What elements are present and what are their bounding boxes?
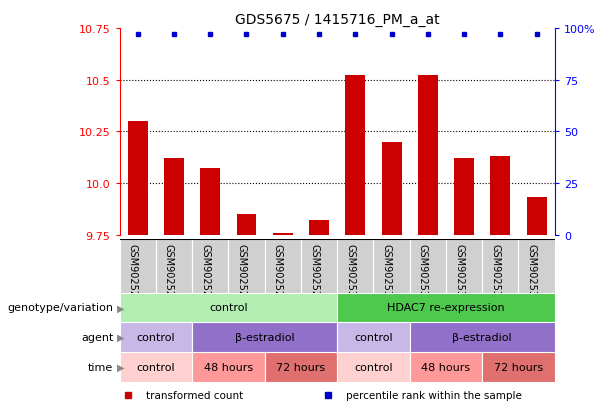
Text: GSM902529: GSM902529 — [309, 243, 319, 303]
Bar — [409, 323, 555, 352]
Text: HDAC7 re-expression: HDAC7 re-expression — [387, 303, 504, 313]
Bar — [192, 239, 229, 293]
Bar — [309, 221, 329, 235]
Text: β-estradiol: β-estradiol — [452, 332, 512, 342]
Bar — [337, 352, 409, 382]
Text: control: control — [137, 362, 175, 372]
Bar — [373, 239, 409, 293]
Text: GSM902524: GSM902524 — [128, 243, 138, 303]
Text: agent: agent — [81, 332, 113, 342]
Text: ▶: ▶ — [116, 303, 124, 313]
Bar — [490, 157, 511, 235]
Bar — [482, 239, 519, 293]
Text: control: control — [209, 303, 248, 313]
Bar — [301, 239, 337, 293]
Bar — [228, 239, 265, 293]
Bar — [265, 239, 301, 293]
Text: 48 hours: 48 hours — [204, 362, 253, 372]
Bar — [337, 239, 373, 293]
Text: ▶: ▶ — [116, 332, 124, 342]
Bar — [337, 293, 555, 323]
Bar — [345, 76, 365, 235]
Text: percentile rank within the sample: percentile rank within the sample — [346, 390, 522, 401]
Text: time: time — [88, 362, 113, 372]
Bar — [120, 239, 156, 293]
Text: GSM902530: GSM902530 — [345, 243, 356, 302]
Text: 48 hours: 48 hours — [421, 362, 471, 372]
Bar — [120, 293, 337, 323]
Text: control: control — [354, 332, 393, 342]
Text: GSM902525: GSM902525 — [164, 243, 174, 303]
Bar — [381, 142, 402, 235]
Bar — [337, 323, 409, 352]
Bar — [482, 352, 555, 382]
Bar — [192, 323, 337, 352]
Bar — [454, 159, 474, 235]
Text: 72 hours: 72 hours — [276, 362, 326, 372]
Text: GSM902528: GSM902528 — [273, 243, 283, 303]
Text: GSM902533: GSM902533 — [454, 243, 464, 302]
Bar — [156, 239, 192, 293]
Bar — [519, 239, 555, 293]
Text: β-estradiol: β-estradiol — [235, 332, 294, 342]
Bar — [265, 352, 337, 382]
Text: ▶: ▶ — [116, 362, 124, 372]
Text: GSM902531: GSM902531 — [381, 243, 392, 302]
Bar — [237, 214, 256, 235]
Bar — [446, 239, 482, 293]
Text: GSM902534: GSM902534 — [490, 243, 500, 302]
Bar — [120, 352, 192, 382]
Bar — [418, 76, 438, 235]
Title: GDS5675 / 1415716_PM_a_at: GDS5675 / 1415716_PM_a_at — [235, 12, 440, 26]
Bar — [164, 159, 184, 235]
Text: 72 hours: 72 hours — [494, 362, 543, 372]
Bar — [527, 198, 547, 235]
Text: transformed count: transformed count — [146, 390, 243, 401]
Text: GSM902535: GSM902535 — [527, 243, 536, 303]
Bar — [409, 352, 482, 382]
Bar — [200, 169, 220, 235]
Text: control: control — [137, 332, 175, 342]
Bar — [409, 239, 446, 293]
Text: GSM902527: GSM902527 — [237, 243, 246, 303]
Bar — [273, 233, 293, 235]
Text: GSM902532: GSM902532 — [418, 243, 428, 303]
Text: GSM902526: GSM902526 — [200, 243, 210, 303]
Text: control: control — [354, 362, 393, 372]
Bar — [192, 352, 265, 382]
Bar — [120, 323, 192, 352]
Bar — [128, 122, 148, 235]
Text: genotype/variation: genotype/variation — [7, 303, 113, 313]
